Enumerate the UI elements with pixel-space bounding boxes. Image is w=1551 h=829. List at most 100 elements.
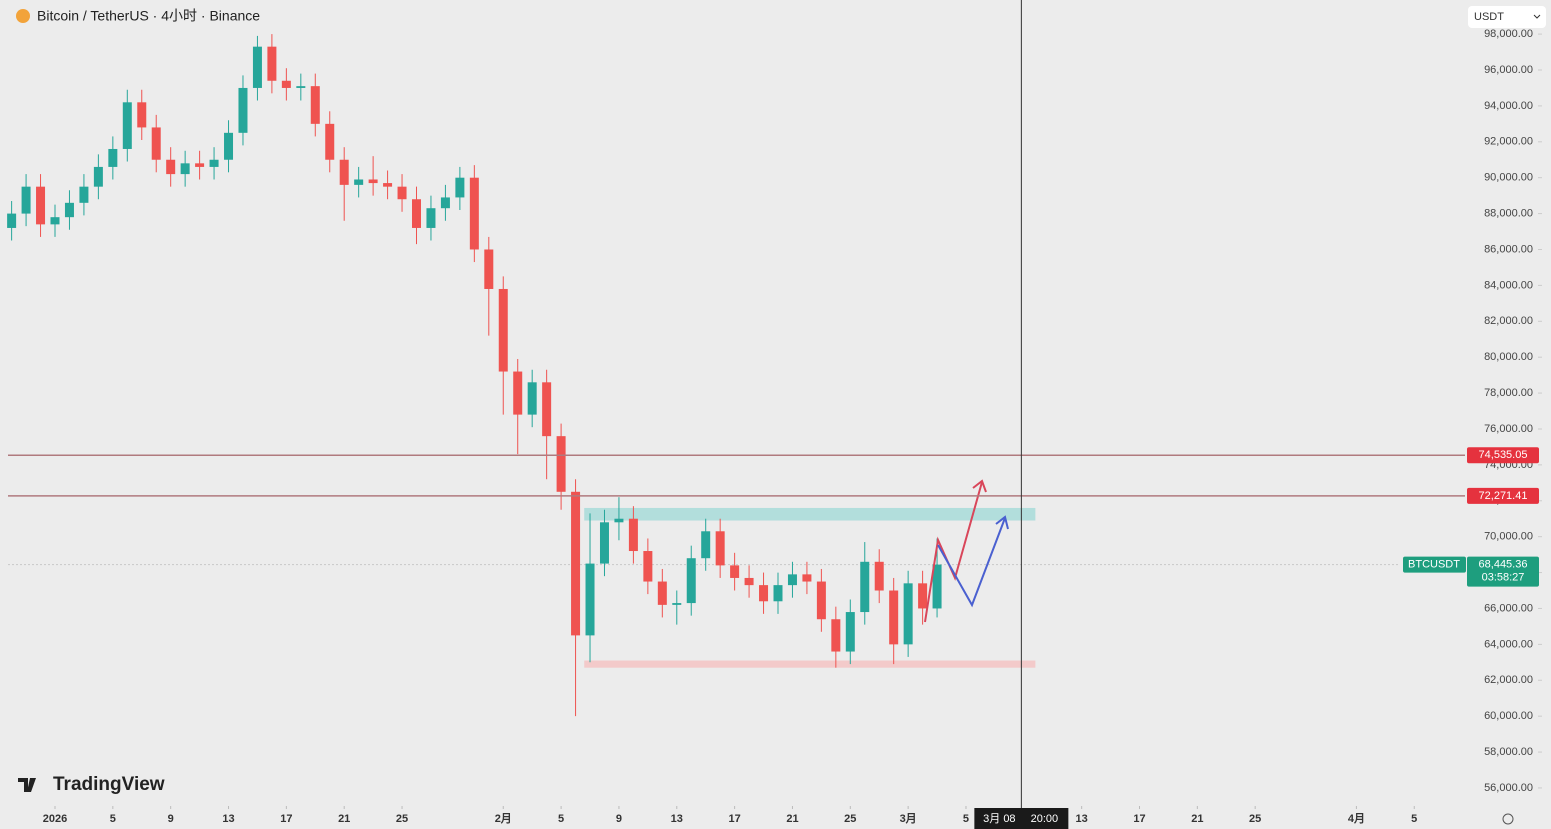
candle-body	[802, 574, 812, 582]
candle-body	[224, 132, 234, 160]
candle-body	[36, 186, 46, 225]
x-tick-label: 21	[1191, 813, 1203, 825]
candle-body	[122, 102, 132, 149]
x-tick-label: 13	[222, 813, 234, 825]
x-tick-label: 4月	[1348, 812, 1365, 825]
candle-body	[238, 87, 248, 133]
candle-body	[614, 518, 624, 523]
candle-body	[759, 585, 769, 602]
currency-label[interactable]: USDT	[1474, 11, 1504, 23]
candle-body	[730, 565, 740, 578]
candle-body	[368, 179, 378, 184]
x-tick-label: 5	[1411, 813, 1417, 825]
y-tick-label: 76,000.00	[1484, 423, 1533, 435]
candle-body	[79, 186, 89, 203]
overlays: 74,535.05 72,271.41 BTCUSDT 68,445.3603:58:…	[8, 0, 1539, 829]
x-tick-label: 17	[280, 813, 292, 825]
y-tick-label: 90,000.00	[1484, 172, 1533, 184]
candle-body	[816, 581, 826, 620]
x-tick-label: 25	[1249, 813, 1261, 825]
level-label: 72,271.41	[1479, 490, 1528, 502]
candle-body	[7, 213, 17, 228]
y-tick-label: 70,000.00	[1484, 531, 1533, 543]
candle-body	[455, 177, 465, 198]
x-tick-label: 13	[671, 813, 683, 825]
level-label-bg	[1467, 447, 1539, 464]
y-tick-label: 86,000.00	[1484, 243, 1533, 255]
candle-body	[180, 163, 190, 175]
candle-body	[412, 199, 421, 228]
candle-body	[252, 46, 262, 88]
logo-icon	[18, 778, 36, 792]
candle-body	[440, 197, 450, 209]
candle-body	[628, 518, 638, 552]
y-tick-label: 78,000.00	[1484, 387, 1533, 399]
x-tick-label: 25	[396, 813, 408, 825]
candle-body	[209, 159, 219, 167]
candle-body	[267, 46, 277, 81]
candle-body	[845, 612, 855, 652]
x-tick-label: 9	[168, 813, 174, 825]
candle-body	[585, 563, 595, 636]
symbol-label-bg	[1403, 556, 1466, 573]
settings-icon[interactable]	[1502, 813, 1514, 825]
price-zone	[584, 660, 1036, 668]
crosshair-date: 3月 08	[983, 813, 1015, 825]
candle-body	[108, 148, 118, 167]
candle-body	[310, 86, 320, 124]
candle-body	[527, 382, 537, 415]
x-tick-label: 5	[963, 813, 969, 825]
candle-body	[21, 186, 31, 214]
countdown-label: 03:58:27	[1482, 571, 1525, 583]
y-tick-label: 66,000.00	[1484, 602, 1533, 614]
price-label-bg	[1467, 556, 1539, 587]
candle-body	[339, 159, 349, 185]
candle-body	[383, 183, 393, 187]
price-label: 68,445.36	[1479, 558, 1528, 570]
drawn-arrow	[937, 517, 1006, 608]
price-zone	[584, 507, 1036, 521]
level-label-bg	[1467, 487, 1539, 504]
candle-body	[542, 382, 552, 437]
candle-body	[701, 531, 711, 559]
candle-body	[498, 288, 508, 372]
candle-body	[166, 159, 176, 175]
y-tick-label: 96,000.00	[1484, 64, 1533, 76]
candle-body	[64, 202, 74, 218]
candle-body	[787, 574, 797, 586]
y-tick-label: 82,000.00	[1484, 315, 1533, 327]
x-tick-label: 17	[728, 813, 740, 825]
coin-icon	[16, 9, 30, 23]
y-tick-label: 60,000.00	[1484, 710, 1533, 722]
arrow-head	[995, 515, 1009, 530]
candle-body	[932, 564, 942, 609]
candle-body	[426, 208, 436, 228]
candle-body	[296, 86, 306, 88]
candle-body	[715, 531, 725, 566]
y-tick-label: 88,000.00	[1484, 207, 1533, 219]
currency-select[interactable]	[1468, 6, 1546, 28]
watermark: TradingView	[53, 774, 165, 795]
candle-body	[93, 166, 103, 187]
candle-body	[672, 603, 682, 605]
candle-body	[325, 123, 335, 160]
candle-body	[50, 217, 60, 225]
x-tick-label: 5	[110, 813, 116, 825]
y-tick-label: 98,000.00	[1484, 28, 1533, 40]
x-tick-label: 25	[844, 813, 856, 825]
candle-body	[151, 127, 161, 160]
candle-body	[773, 585, 783, 602]
candle-body	[874, 561, 884, 591]
crosshair-time: 20:00	[1031, 813, 1059, 825]
candle-body	[686, 558, 696, 604]
symbol-label: BTCUSDT	[1408, 558, 1460, 570]
candle-body	[513, 371, 523, 415]
y-tick-label: 94,000.00	[1484, 100, 1533, 112]
y-tick-label: 58,000.00	[1484, 746, 1533, 758]
candle-body	[889, 590, 899, 645]
candle-body	[354, 179, 364, 185]
dropdown-caret	[1533, 14, 1541, 19]
